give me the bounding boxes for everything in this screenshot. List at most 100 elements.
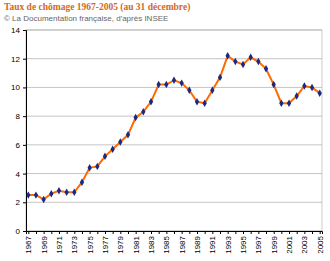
x-tick-mark xyxy=(105,231,106,234)
marker xyxy=(64,189,68,196)
x-tick-mark xyxy=(258,231,259,234)
marker xyxy=(118,138,122,145)
x-tick-mark xyxy=(166,231,167,234)
y-tick-label: 14 xyxy=(11,26,20,35)
x-tick-mark xyxy=(205,231,206,234)
x-tick-label: 1967 xyxy=(24,235,33,253)
line xyxy=(28,56,319,200)
marker xyxy=(87,164,91,171)
y-tick: 6 xyxy=(16,141,26,150)
x-tick-mark xyxy=(82,231,83,234)
x-tick: 1971 xyxy=(55,231,64,254)
y-tick: 4 xyxy=(16,170,26,179)
x-tick-mark xyxy=(44,231,45,234)
x-tick xyxy=(174,231,175,234)
x-tick-mark xyxy=(174,231,175,234)
marker xyxy=(134,114,138,121)
marker xyxy=(318,89,322,96)
marker xyxy=(218,74,222,81)
y-tick-label: 12 xyxy=(11,55,20,64)
x-axis: 1967196919711973197519771979198119831985… xyxy=(24,231,324,254)
y-tick-label: 2 xyxy=(16,198,21,207)
x-tick xyxy=(220,231,221,234)
marker xyxy=(310,84,314,91)
marker xyxy=(111,145,115,152)
marker xyxy=(180,79,184,86)
x-tick-mark xyxy=(159,231,160,234)
x-tick xyxy=(312,231,313,234)
y-axis: 0 2 4 6 8 10 12 14 xyxy=(11,26,26,236)
title: Taux de chômage 1967-2005 (au 31 décembr… xyxy=(4,2,190,13)
x-tick: 1993 xyxy=(224,231,233,254)
x-tick-mark xyxy=(151,231,152,234)
x-tick: 2005 xyxy=(316,231,325,254)
x-tick: 1999 xyxy=(270,231,279,254)
y-tick-label: 0 xyxy=(16,227,21,236)
y-tick: 14 xyxy=(11,26,26,35)
x-tick: 1979 xyxy=(116,231,125,254)
x-tick: 1973 xyxy=(70,231,79,254)
x-tick-label: 1977 xyxy=(101,235,110,253)
x-tick: 1969 xyxy=(40,231,49,254)
y-tick-mark xyxy=(23,202,26,203)
marker xyxy=(41,196,45,203)
x-tick-label: 1973 xyxy=(70,235,79,253)
x-tick xyxy=(67,231,68,234)
y-tick-label: 8 xyxy=(16,112,21,121)
y-tick: 12 xyxy=(11,55,26,64)
plot-frame xyxy=(26,30,322,231)
y-tick-mark xyxy=(23,116,26,117)
y-tick: 8 xyxy=(16,112,26,121)
y-tick: 2 xyxy=(16,198,26,207)
x-tick xyxy=(36,231,37,234)
marker xyxy=(272,81,276,88)
grid-line xyxy=(26,30,322,31)
x-tick-mark xyxy=(289,231,290,234)
x-tick-mark xyxy=(189,231,190,234)
x-tick xyxy=(266,231,267,234)
x-tick xyxy=(143,231,144,234)
x-tick-label: 1997 xyxy=(254,235,263,253)
x-tick: 1989 xyxy=(193,231,202,254)
x-tick-mark xyxy=(281,231,282,234)
marker xyxy=(210,87,214,94)
x-tick-label: 1999 xyxy=(270,235,279,253)
marker xyxy=(226,52,230,59)
x-tick xyxy=(159,231,160,234)
x-tick xyxy=(97,231,98,234)
x-tick: 2001 xyxy=(285,231,294,254)
grid-line xyxy=(26,87,322,88)
x-tick-mark xyxy=(212,231,213,234)
x-tick-mark xyxy=(143,231,144,234)
x-tick-mark xyxy=(197,231,198,234)
x-tick-label: 1989 xyxy=(193,235,202,253)
chart: Taux de chômage 1967-2005 (au 31 décembr… xyxy=(0,0,330,261)
y-tick-label: 10 xyxy=(11,83,20,92)
marker xyxy=(126,131,130,138)
x-tick-label: 1991 xyxy=(208,235,217,253)
x-tick-label: 2005 xyxy=(316,235,325,253)
x-tick-mark xyxy=(90,231,91,234)
x-tick-mark xyxy=(243,231,244,234)
x-tick xyxy=(128,231,129,234)
y-tick-mark xyxy=(23,59,26,60)
marks xyxy=(26,52,322,203)
marker xyxy=(264,65,268,72)
x-tick xyxy=(51,231,52,234)
marker xyxy=(149,98,153,105)
x-tick-label: 1985 xyxy=(162,235,171,253)
x-tick-mark xyxy=(97,231,98,234)
y-axis-line xyxy=(23,31,27,232)
marker xyxy=(157,81,161,88)
x-tick-label: 1995 xyxy=(239,235,248,253)
marker xyxy=(195,98,199,105)
x-tick: 1995 xyxy=(239,231,248,254)
marker xyxy=(72,189,76,196)
x-tick xyxy=(251,231,252,234)
x-tick-label: 1971 xyxy=(55,235,64,253)
y-tick-mark xyxy=(23,30,26,31)
marker xyxy=(241,61,245,68)
marker xyxy=(95,163,99,170)
grid-line xyxy=(26,202,322,203)
x-tick-label: 1993 xyxy=(224,235,233,253)
